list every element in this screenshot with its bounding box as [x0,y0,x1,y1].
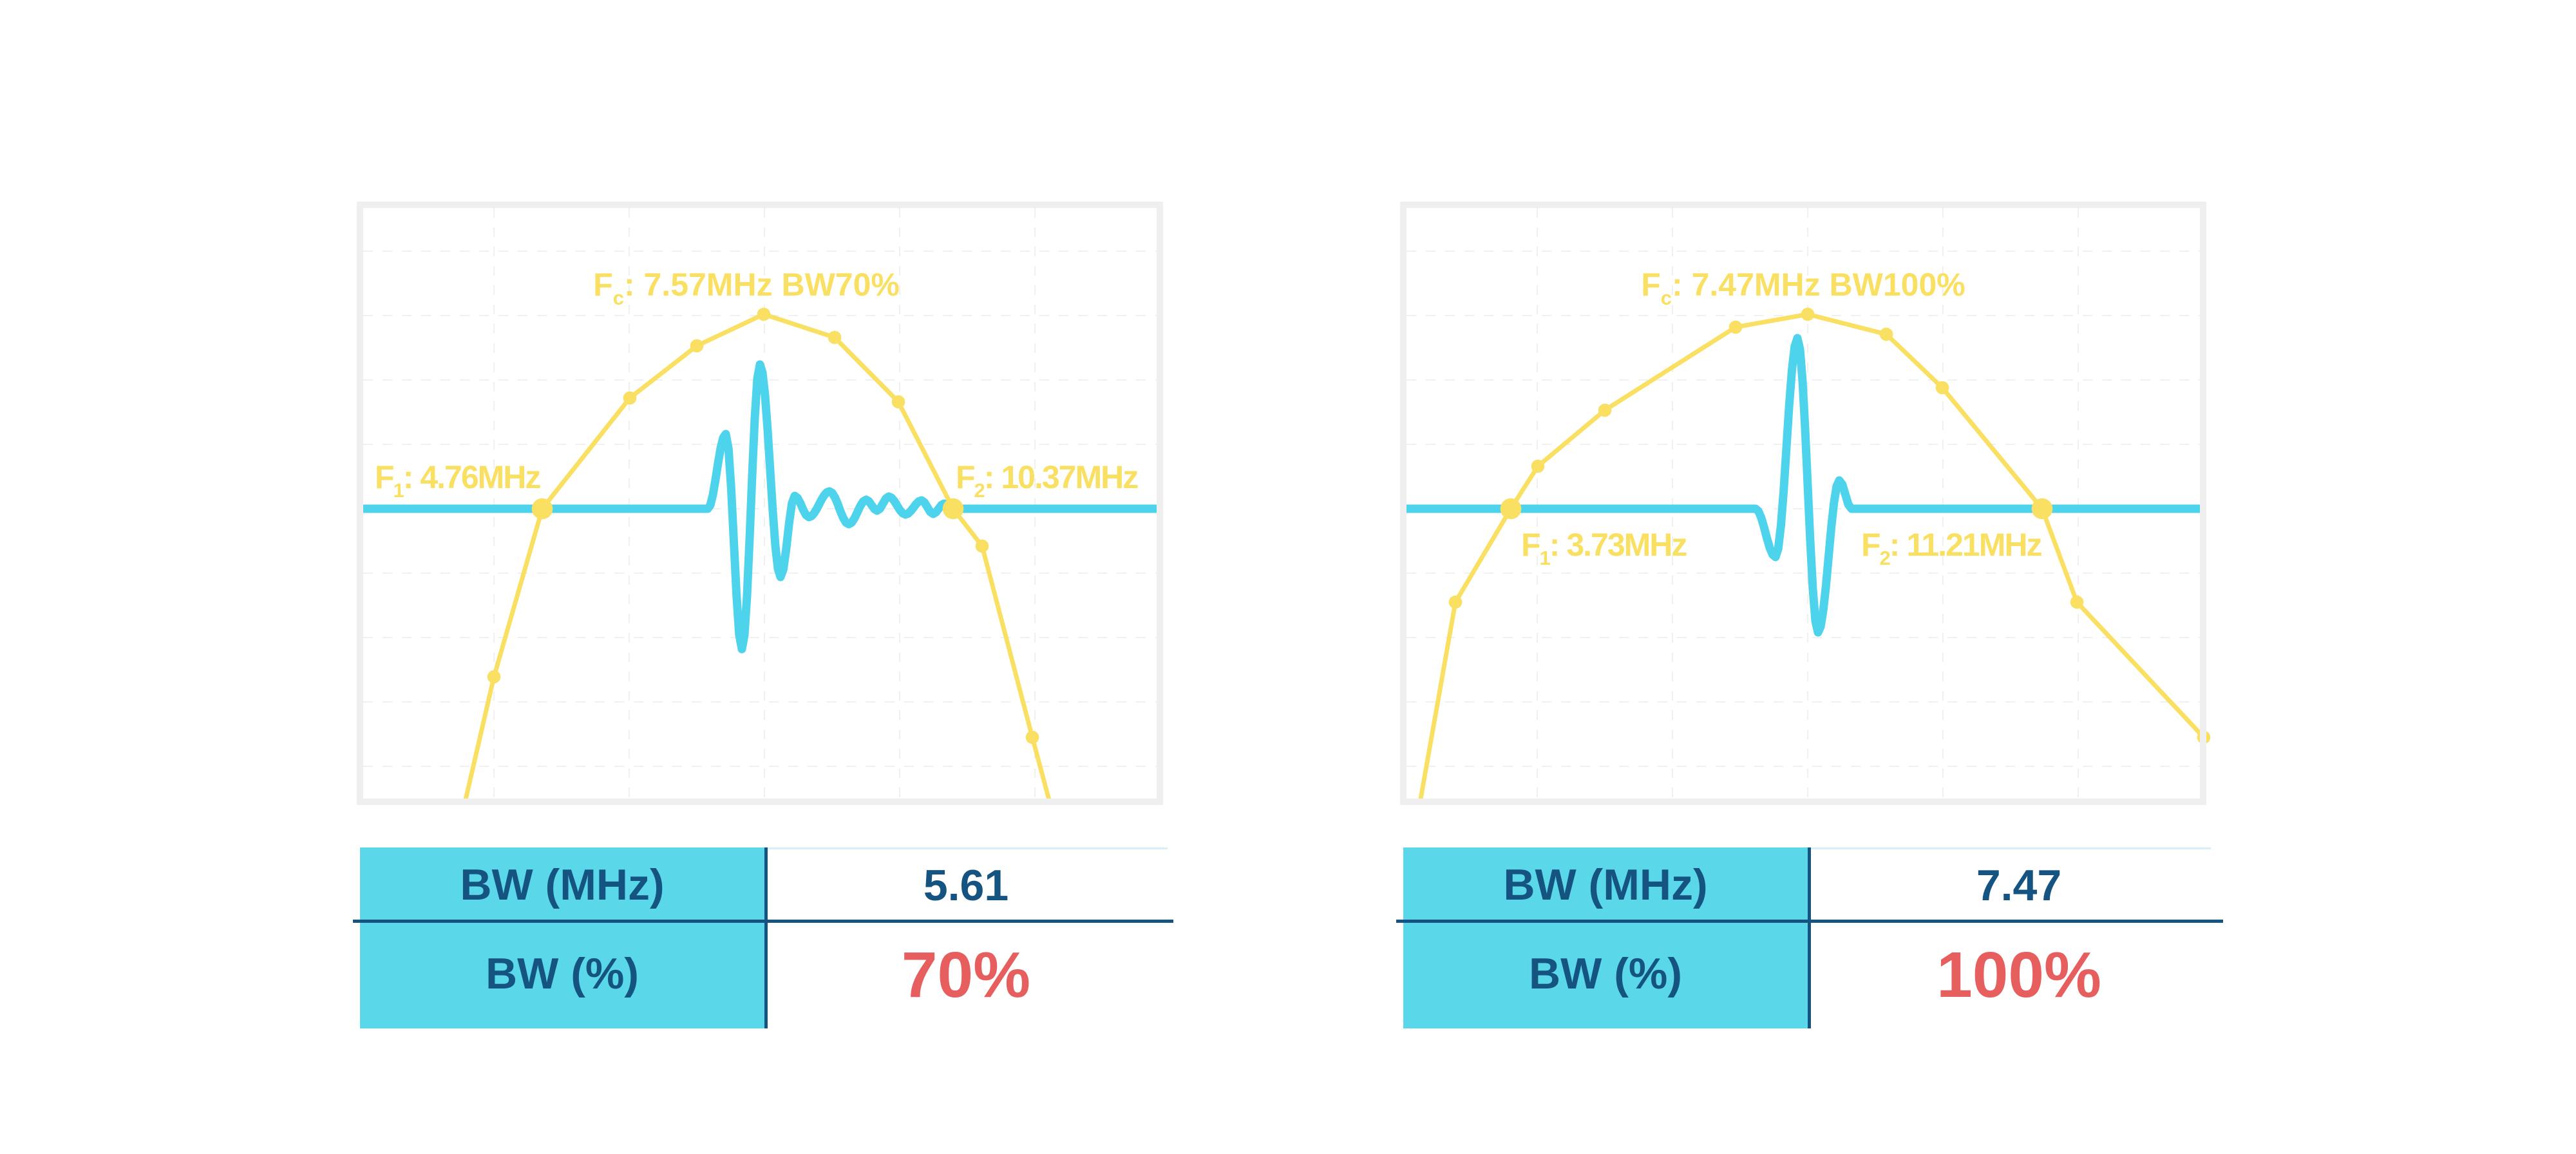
svg-text:Fc: 7.47MHz BW100%: Fc: 7.47MHz BW100% [1641,267,1965,309]
svg-text:7.47: 7.47 [1976,861,2061,910]
svg-text:BW (MHz): BW (MHz) [1503,860,1707,909]
svg-text:5.61: 5.61 [923,861,1009,910]
svg-text:BW (MHz): BW (MHz) [460,860,664,909]
svg-text:70%: 70% [902,939,1030,1011]
svg-text:100%: 100% [1937,939,2101,1011]
svg-text:F1: 3.73MHz: F1: 3.73MHz [1521,527,1687,569]
svg-text:F1: 4.76MHz: F1: 4.76MHz [375,459,540,502]
svg-text:BW (%): BW (%) [1529,949,1682,998]
svg-text:Fc: 7.57MHz BW70%: Fc: 7.57MHz BW70% [593,267,900,309]
svg-text:BW (%): BW (%) [486,949,639,998]
svg-text:F2: 10.37MHz: F2: 10.37MHz [956,459,1138,502]
svg-text:F2: 11.21MHz: F2: 11.21MHz [1861,527,2041,569]
